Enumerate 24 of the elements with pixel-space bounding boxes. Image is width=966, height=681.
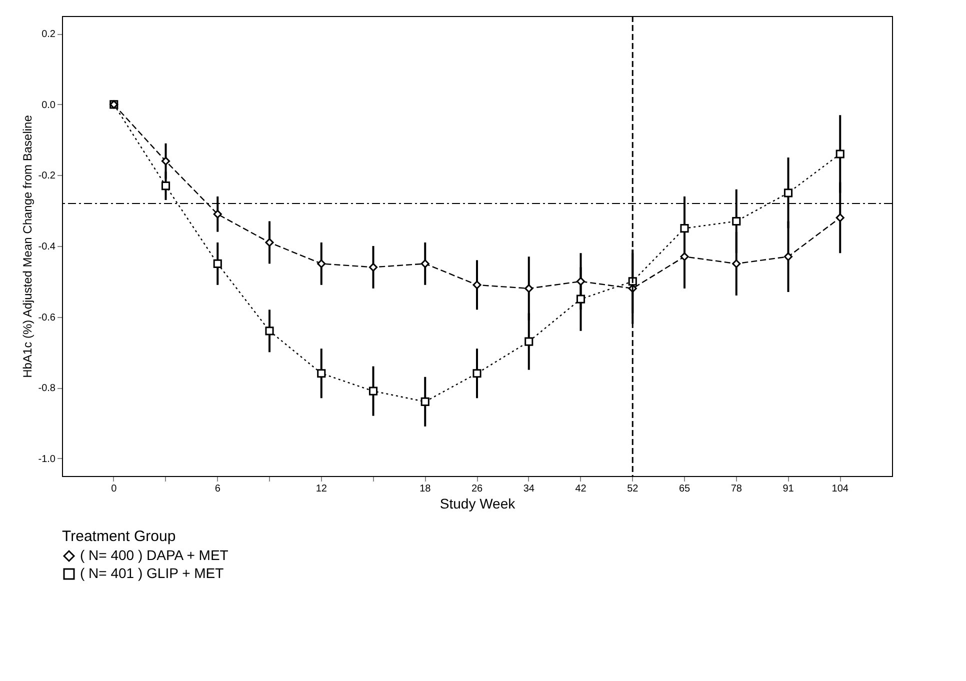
x-tick-label: 78 [730, 484, 742, 494]
x-tick-label: 104 [832, 484, 849, 494]
x-tick-label: 65 [678, 484, 690, 494]
x-tick-label: 91 [782, 484, 794, 494]
y-tick-label: 0.0 [42, 100, 56, 111]
x-tick-label: 18 [420, 484, 432, 494]
x-tick-label: 34 [523, 484, 535, 494]
y-axis-title: HbA1c (%) Adjusted Mean Change from Baseline [20, 114, 34, 378]
legend-label: ( N= 400 ) DAPA + MET [80, 547, 229, 563]
y-tick-label: 0.2 [42, 29, 56, 40]
y-tick-label: -0.6 [38, 312, 56, 324]
x-tick-label: 12 [316, 484, 328, 494]
y-tick-label: -0.2 [38, 170, 56, 182]
legend-label: ( N= 401 ) GLIP + MET [80, 565, 224, 581]
legend-title: Treatment Group [62, 528, 176, 545]
x-tick-label: 26 [471, 484, 483, 494]
y-tick-label: -0.8 [38, 383, 56, 394]
y-tick-label: -1.0 [38, 454, 56, 465]
x-tick-label: 6 [214, 484, 221, 494]
y-tick-label: -0.4 [38, 242, 56, 252]
x-tick-label: 52 [627, 484, 639, 494]
x-tick-label: 42 [575, 484, 587, 494]
x-tick-label: 0 [111, 484, 118, 494]
x-axis-title: Study Week [440, 496, 516, 512]
